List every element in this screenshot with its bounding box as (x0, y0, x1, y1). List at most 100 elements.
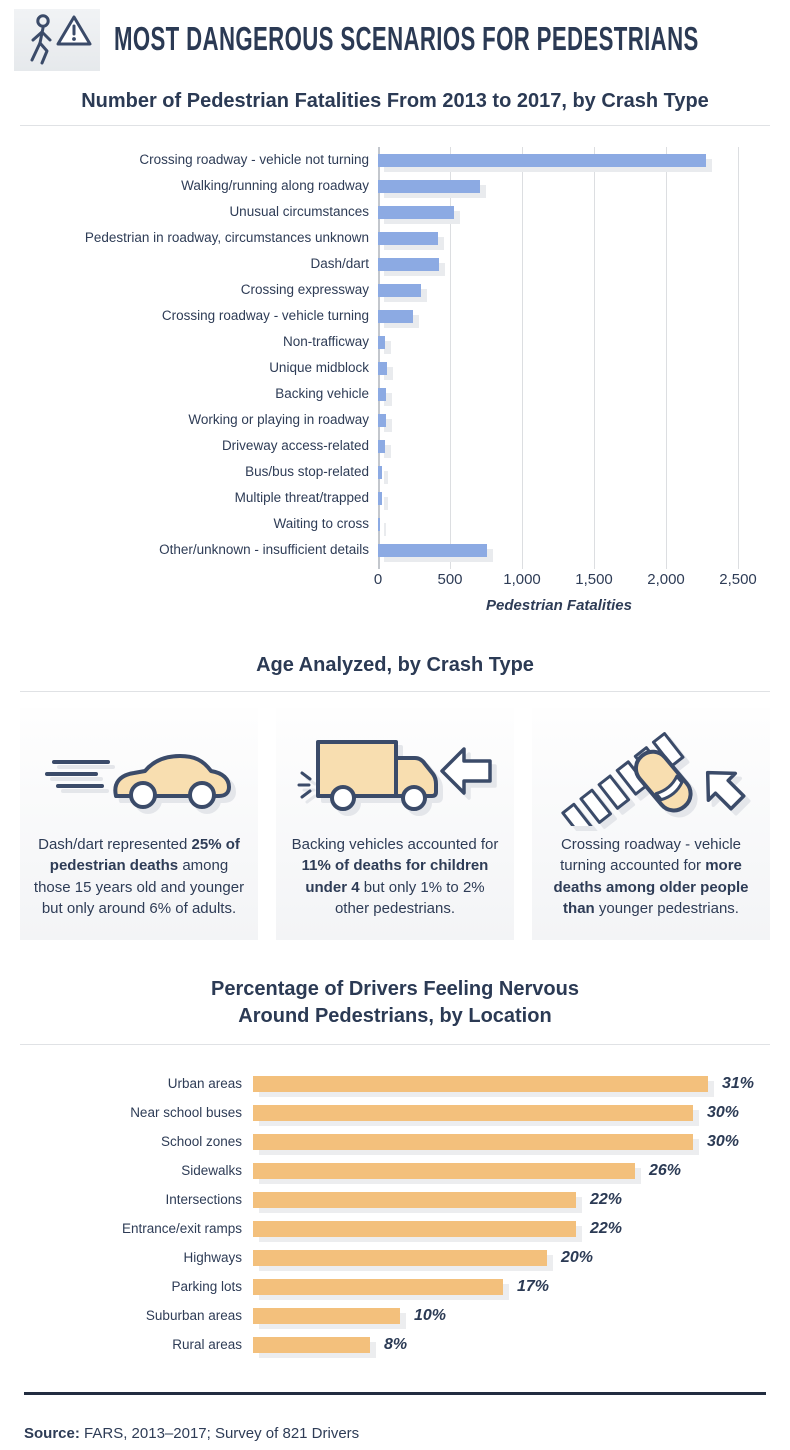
backing-truck-icon (297, 740, 492, 811)
nervous-chart-title: Percentage of Drivers Feeling Nervous Ar… (0, 976, 790, 1030)
nervous-bar (253, 1104, 693, 1121)
bar-value-label: 30% (707, 1132, 740, 1150)
fatalities-bar-row (378, 537, 770, 563)
crash-type-label: Bus/bus stop-related (245, 464, 369, 479)
fatalities-bar-row (378, 355, 770, 381)
card-text-segment: 11% of deaths for children under 4 (301, 857, 489, 896)
location-label: Intersections (165, 1192, 242, 1207)
card-dash-dart: Dash/dart represented 25% of pedestrian … (20, 708, 258, 940)
nervous-bar (253, 1336, 370, 1353)
fatalities-bar (378, 179, 480, 193)
nervous-bar-row: Urban areas 31% (20, 1069, 790, 1098)
location-label: Urban areas (167, 1076, 242, 1091)
nervous-bar (253, 1191, 576, 1208)
nervous-bar (253, 1249, 547, 1266)
fatalities-bar-row (378, 147, 770, 173)
fatalities-bar-row (378, 459, 770, 485)
location-label: Highways (183, 1250, 242, 1265)
fatalities-bar (378, 387, 386, 401)
crash-type-label: Multiple threat/trapped (234, 490, 369, 505)
card-text-segment: Crossing roadway - vehicle turning accou… (560, 836, 742, 875)
bar-value-label: 20% (561, 1248, 594, 1266)
age-section-title: Age Analyzed, by Crash Type (256, 654, 534, 676)
fatalities-bar-row (378, 407, 770, 433)
gridline (738, 147, 739, 569)
age-cards: Dash/dart represented 25% of pedestrian … (0, 708, 790, 940)
card-text-segment: younger pedestrians. (594, 899, 739, 917)
nervous-bar-row: Entrance/exit ramps 22% (20, 1214, 790, 1243)
nervous-bar-row: Near school buses 30% (20, 1098, 790, 1127)
crash-type-label: Driveway access-related (221, 438, 369, 453)
nervous-bar-row: Highways 20% (20, 1243, 790, 1272)
fatalities-bar-row (378, 251, 770, 277)
bar-value-label: 30% (707, 1103, 740, 1121)
fatalities-bar-row (378, 199, 770, 225)
nervous-bar (253, 1162, 635, 1179)
location-label: School zones (160, 1134, 242, 1149)
divider (20, 691, 770, 692)
fatalities-bar-row (378, 433, 770, 459)
bar-value-label: 26% (649, 1161, 682, 1179)
crosswalk-turning-car-icon (561, 732, 746, 826)
fatalities-bar (378, 257, 439, 271)
fatalities-bar (378, 205, 454, 219)
crash-type-label: Pedestrian in roadway, circumstances unk… (84, 230, 369, 245)
crash-type-label: Working or playing in roadway (188, 412, 369, 427)
nervous-bar-row: Suburban areas 10% (20, 1301, 790, 1330)
crash-type-label: Non-trafficway (282, 334, 369, 349)
card-text-segment: among those 15 years old and younger but… (33, 857, 245, 917)
fatalities-bar (378, 309, 413, 323)
crash-type-label: Crossing roadway - vehicle not turning (139, 152, 369, 167)
card-vehicle-turning: Crossing roadway - vehicle turning accou… (532, 708, 770, 940)
bar-value-label: 31% (722, 1074, 755, 1092)
bar-value-label: 17% (517, 1277, 550, 1295)
x-tick-label: 2,500 (719, 571, 757, 588)
fatalities-bar-row (378, 485, 770, 511)
fatalities-bar-row (378, 277, 770, 303)
gridline (378, 147, 380, 569)
card-backing-vehicles: Backing vehicles accounted for 11% of de… (276, 708, 514, 940)
bar-value-label: 8% (384, 1335, 408, 1353)
x-tick-label: 1,500 (575, 571, 613, 588)
gridline (594, 147, 595, 569)
nervous-chart-title-line2: Around Pedestrians, by Location (238, 1005, 552, 1027)
fatalities-bar-row (378, 173, 770, 199)
fatalities-bar (378, 517, 380, 531)
fatalities-bar (378, 543, 487, 557)
fatalities-bar-row (378, 225, 770, 251)
card-text: Crossing roadway - vehicle turning accou… (544, 834, 758, 919)
fatalities-bar-row (378, 381, 770, 407)
divider (20, 125, 770, 126)
nervous-bar-row: Parking lots 17% (20, 1272, 790, 1301)
source-line: Source: FARS, 2013–2017; Survey of 821 D… (0, 1410, 790, 1442)
gridline (666, 147, 667, 569)
fatalities-axis-labels: Crossing roadway - vehicle not turning Wa… (20, 147, 378, 569)
fatalities-plot-area (378, 147, 770, 569)
card-text-segment: 25% of pedestrian deaths (49, 836, 240, 875)
location-label: Suburban areas (145, 1308, 242, 1323)
fatalities-bar (378, 283, 421, 297)
pedestrian-warning-icon (30, 14, 92, 65)
crash-type-label: Waiting to cross (273, 516, 369, 531)
card-text: Backing vehicles accounted for 11% of de… (288, 834, 502, 919)
card-text-segment: Backing vehicles accounted for (291, 836, 499, 853)
location-label: Near school buses (130, 1105, 242, 1120)
x-tick-label: 1,000 (503, 571, 541, 588)
fatalities-bar (378, 335, 385, 349)
x-tick-label: 2,000 (647, 571, 685, 588)
card-text: Dash/dart represented 25% of pedestrian … (32, 834, 246, 919)
crash-type-label: Dash/dart (310, 256, 369, 271)
x-tick-label: 0 (373, 571, 383, 588)
nervous-bar (253, 1133, 693, 1150)
nervous-bar-row: Sidewalks 26% (20, 1156, 790, 1185)
fatalities-bar (378, 231, 438, 245)
fatalities-x-ticks: 0 500 1,000 1,500 2,000 2,500 (374, 569, 770, 591)
source-text: FARS, 2013–2017; Survey of 821 Drivers (84, 1425, 360, 1442)
bar-value-label: 10% (414, 1306, 447, 1324)
card-text-segment: Dash/dart represented (38, 836, 192, 853)
crash-type-label: Unique midblock (269, 360, 369, 375)
nervous-bar-row: School zones 30% (20, 1127, 790, 1156)
card-icon-wrap (295, 724, 495, 824)
crash-type-label: Crossing expressway (240, 282, 369, 297)
